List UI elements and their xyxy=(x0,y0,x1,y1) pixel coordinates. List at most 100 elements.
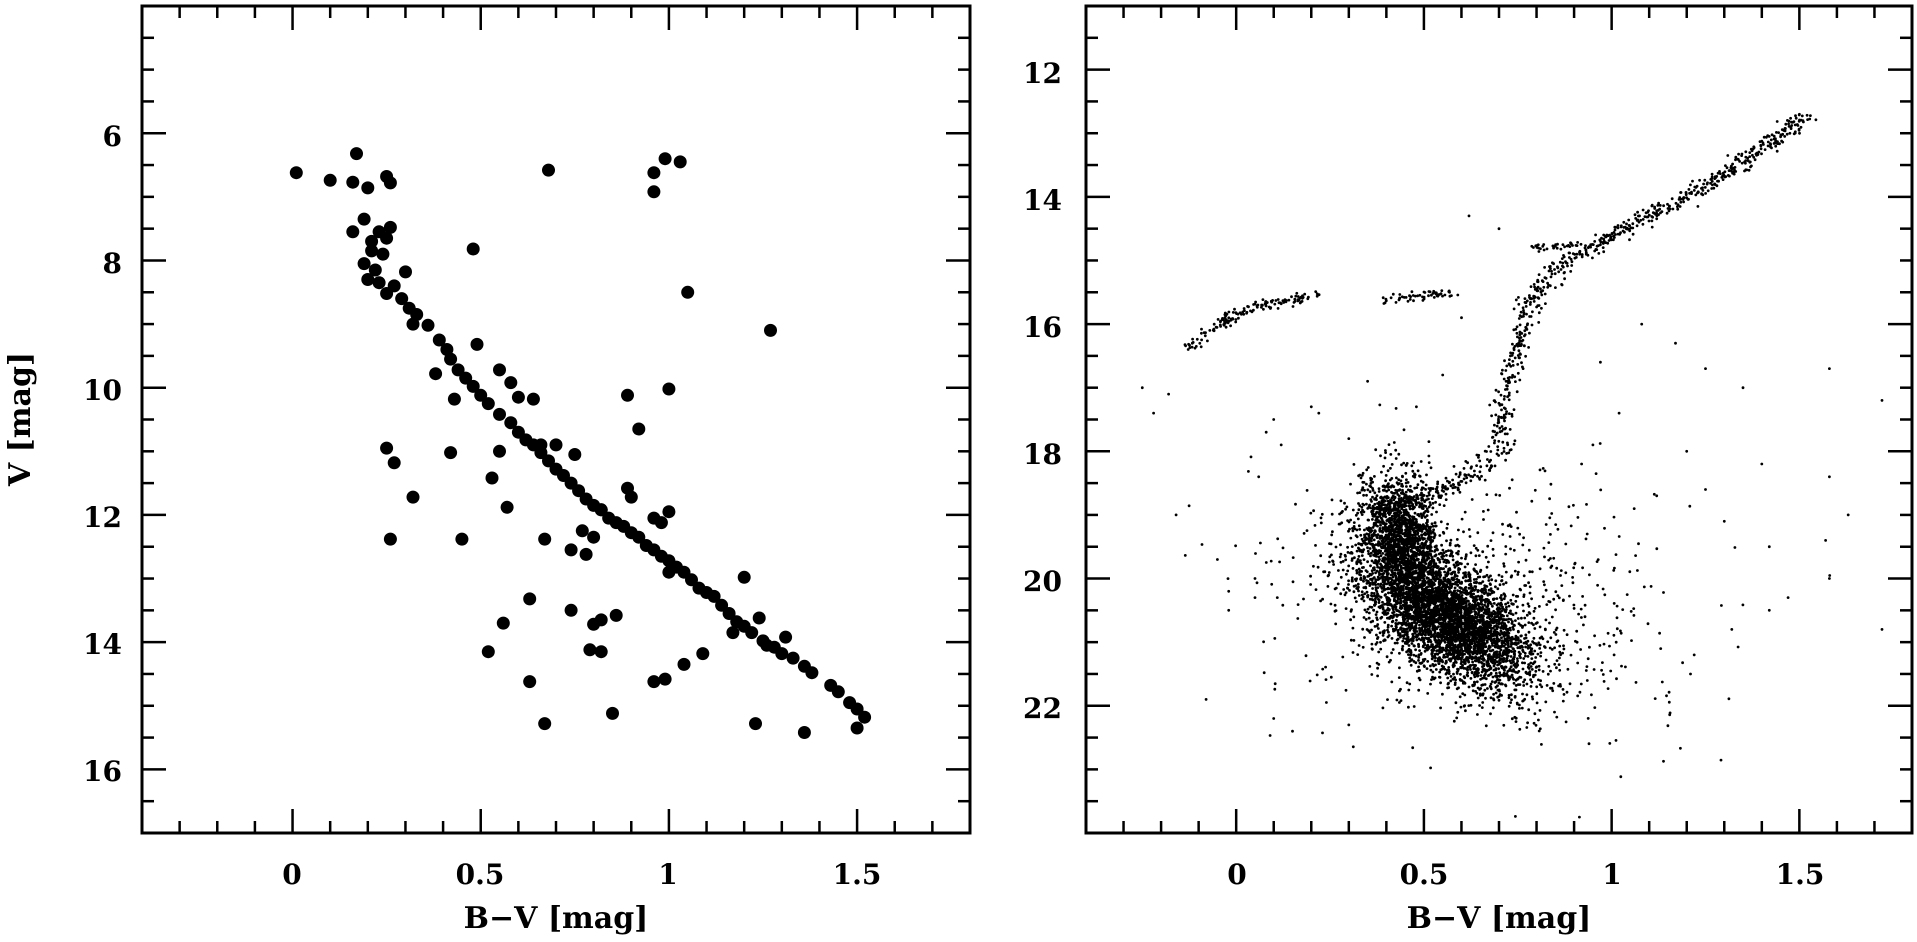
right-data-point xyxy=(1374,448,1378,452)
right-data-point xyxy=(1495,656,1499,659)
right-data-point xyxy=(1471,663,1475,667)
right-data-point xyxy=(1354,584,1358,587)
left-data-point xyxy=(775,647,789,661)
right-data-point xyxy=(1442,576,1446,580)
right-data-point xyxy=(1348,589,1351,592)
left-data-point xyxy=(346,175,360,189)
right-data-point xyxy=(1499,617,1503,621)
right-data-point xyxy=(1469,646,1473,649)
right-data-point xyxy=(1448,635,1452,639)
right-data-point xyxy=(1305,529,1309,532)
right-data-point xyxy=(1302,597,1305,601)
right-data-point xyxy=(1375,610,1379,614)
right-data-point xyxy=(1408,656,1412,660)
right-data-point xyxy=(1399,597,1402,600)
right-data-point xyxy=(1482,638,1486,642)
right-data-point xyxy=(1463,621,1466,624)
right-data-point xyxy=(1534,666,1538,669)
left-data-point xyxy=(609,608,623,622)
right-data-point xyxy=(1516,617,1520,620)
right-data-point xyxy=(1415,613,1419,617)
right-data-point xyxy=(1387,608,1391,612)
right-data-point xyxy=(1427,577,1430,580)
right-data-point xyxy=(1497,681,1501,685)
right-data-point xyxy=(1330,553,1333,557)
right-data-point xyxy=(1358,569,1362,573)
left-data-point xyxy=(451,363,465,377)
right-data-point xyxy=(1551,689,1555,693)
right-data-point xyxy=(1558,656,1561,660)
right-data-point xyxy=(1357,594,1361,597)
right-data-point xyxy=(1521,699,1525,703)
right-data-point xyxy=(1484,608,1488,612)
right-data-point xyxy=(1524,633,1528,637)
right-data-point xyxy=(1475,640,1479,644)
right-data-point xyxy=(1434,632,1437,635)
right-data-point xyxy=(1500,682,1503,686)
right-data-point xyxy=(1337,569,1340,572)
right-data-point xyxy=(1449,679,1453,683)
right-data-point xyxy=(1391,619,1395,623)
right-data-point xyxy=(1362,616,1366,619)
right-data-point xyxy=(1360,597,1364,600)
right-data-point xyxy=(1502,660,1505,663)
right-data-point xyxy=(1550,648,1554,651)
left-data-point xyxy=(587,530,601,544)
right-data-point xyxy=(1507,620,1510,624)
right-data-point xyxy=(1446,676,1450,680)
right-data-point xyxy=(1405,609,1409,612)
right-data-point xyxy=(1521,667,1525,671)
right-data-point xyxy=(1441,666,1445,670)
right-data-point xyxy=(1391,648,1395,651)
right-data-point xyxy=(1486,630,1490,634)
right-data-point xyxy=(1497,695,1501,698)
left-data-point xyxy=(542,163,555,177)
right-data-point xyxy=(1491,644,1494,647)
right-data-point xyxy=(1494,671,1498,675)
right-data-point xyxy=(1444,573,1448,577)
right-data-point xyxy=(1415,638,1419,642)
right-data-point xyxy=(1516,646,1520,650)
right-data-point xyxy=(1374,586,1378,589)
right-data-point xyxy=(1500,631,1503,635)
right-data-point xyxy=(1474,615,1477,619)
left-data-point xyxy=(568,448,582,461)
right-data-point xyxy=(1503,631,1506,634)
right-data-point xyxy=(1450,636,1454,640)
right-data-point xyxy=(1371,489,1375,492)
right-data-point xyxy=(1564,720,1568,724)
right-data-point xyxy=(1568,682,1572,686)
right-data-point xyxy=(1347,583,1350,586)
right-data-point xyxy=(1409,627,1413,630)
right-data-point xyxy=(1400,647,1404,651)
right-data-point xyxy=(1502,668,1506,671)
right-data-point xyxy=(1485,636,1489,640)
right-data-point xyxy=(1368,597,1372,601)
right-data-point xyxy=(1478,656,1482,660)
right-data-point xyxy=(1470,651,1474,654)
right-data-point xyxy=(1468,628,1471,632)
right-data-point xyxy=(1476,590,1480,593)
right-data-point xyxy=(1370,591,1374,595)
right-data-point xyxy=(1379,647,1383,651)
right-data-point xyxy=(1384,613,1388,616)
right-data-point xyxy=(1438,670,1442,674)
left-data-point xyxy=(526,392,540,406)
right-data-point xyxy=(1449,538,1453,542)
right-data-point xyxy=(1487,668,1491,672)
left-data-point xyxy=(523,592,537,606)
right-data-point xyxy=(1550,686,1554,690)
right-data-point xyxy=(1370,605,1374,609)
left-data-point xyxy=(444,446,458,460)
right-data-point xyxy=(1484,598,1488,601)
right-data-point xyxy=(1478,704,1481,707)
left-data-point xyxy=(395,292,409,306)
right-data-point xyxy=(1458,618,1462,622)
left-data-point xyxy=(764,323,777,337)
right-data-point xyxy=(1509,665,1513,669)
right-data-point xyxy=(1405,485,1408,488)
right-data-point xyxy=(1492,638,1496,641)
right-data-point xyxy=(1369,554,1372,558)
right-data-point xyxy=(1538,683,1542,686)
